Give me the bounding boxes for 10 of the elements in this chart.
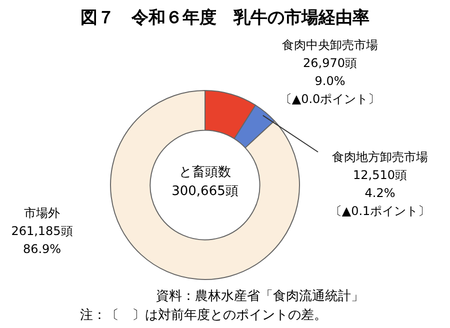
data-label: 12,510頭 4.2% 〔▲0.1ポイント〕 [330, 168, 430, 218]
chart-title: 図７ 令和６年度 乳牛の市場経由率 [80, 7, 370, 29]
text: 資料：農林水産省「食肉流通統計」 [155, 288, 365, 305]
text: と畜頭数 300,665頭 [170, 164, 240, 201]
slice-label: 食肉中央卸売市場 [282, 38, 378, 52]
slice-label: 市場外 [24, 206, 60, 220]
data-label: 26,970頭 9.0% 〔▲0.0ポイント〕 [280, 56, 380, 106]
text: 注：〔 〕は対前年度とのポイントの差。 [80, 307, 328, 324]
data-label: 261,185頭 86.9% [11, 224, 73, 256]
slice-label: 食肉地方卸売市場 [332, 150, 428, 164]
